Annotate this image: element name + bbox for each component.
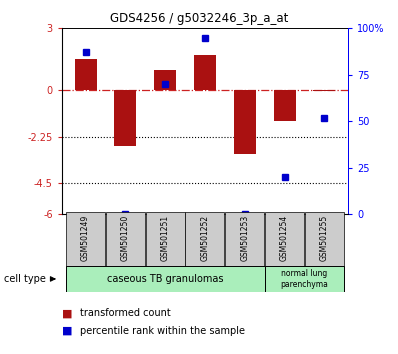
Bar <box>146 212 185 267</box>
Bar <box>154 70 176 90</box>
Bar <box>225 212 264 267</box>
Text: GDS4256 / g5032246_3p_a_at: GDS4256 / g5032246_3p_a_at <box>110 12 288 25</box>
Bar <box>234 90 256 154</box>
Text: GSM501250: GSM501250 <box>121 215 130 261</box>
Bar <box>194 55 216 90</box>
Bar <box>314 90 335 91</box>
Text: GSM501253: GSM501253 <box>240 215 249 261</box>
Text: percentile rank within the sample: percentile rank within the sample <box>80 326 245 336</box>
Text: GSM501249: GSM501249 <box>81 215 90 261</box>
Text: GSM501254: GSM501254 <box>280 215 289 261</box>
Text: cell type: cell type <box>4 274 46 284</box>
Text: transformed count: transformed count <box>80 308 170 318</box>
Text: normal lung
parenchyma: normal lung parenchyma <box>281 269 328 289</box>
Bar <box>265 266 344 292</box>
Bar <box>185 212 224 267</box>
Text: GSM501252: GSM501252 <box>201 215 209 261</box>
Text: GSM501255: GSM501255 <box>320 215 329 261</box>
Bar <box>265 212 304 267</box>
Bar <box>115 90 136 146</box>
Text: ■: ■ <box>62 308 72 318</box>
Bar <box>66 212 105 267</box>
Bar <box>74 59 96 90</box>
Bar <box>274 90 295 121</box>
Bar <box>106 212 145 267</box>
Bar <box>305 212 344 267</box>
Text: ■: ■ <box>62 326 72 336</box>
Text: caseous TB granulomas: caseous TB granulomas <box>107 274 223 284</box>
Bar <box>66 266 265 292</box>
Text: GSM501251: GSM501251 <box>161 215 170 261</box>
